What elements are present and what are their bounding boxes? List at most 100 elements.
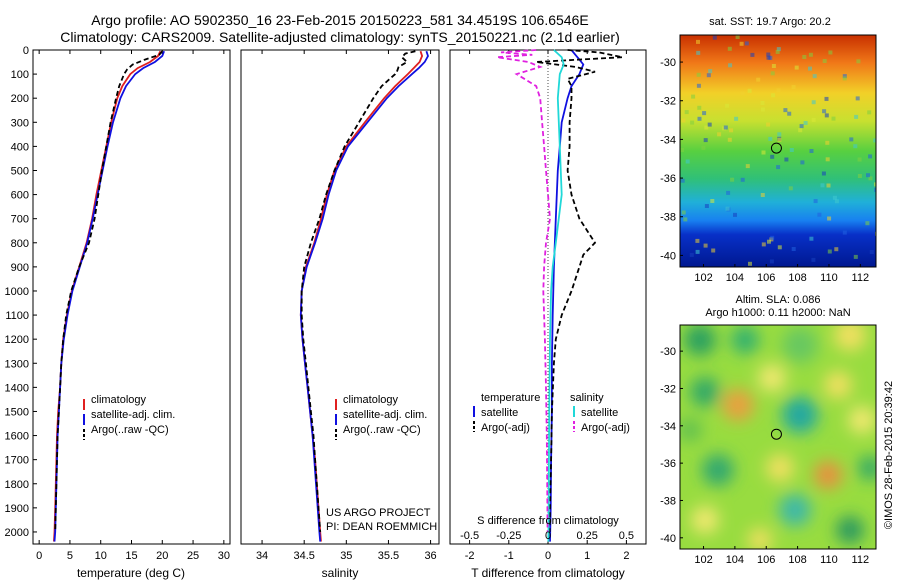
- sst-pixel: [708, 69, 713, 74]
- sst-pixel: [717, 132, 722, 137]
- temperature-axes-frame: [32, 49, 231, 545]
- sst-pixel: [817, 212, 822, 217]
- x-tick-label: 30: [218, 550, 230, 562]
- sst-pixel: [787, 111, 792, 116]
- t-difference-xlabel: T difference from climatology: [471, 566, 625, 580]
- legend-climatology-label: climatology: [91, 394, 147, 406]
- y-tick-label: 1200: [5, 334, 29, 346]
- sst-pixel: [733, 212, 737, 217]
- sst-pixel: [761, 150, 766, 155]
- sst-pixel: [681, 118, 686, 123]
- s-tick-label: -0.25: [496, 530, 521, 542]
- x-tick-label: 10: [95, 550, 107, 562]
- sst-pixel: [775, 49, 780, 54]
- sst-pixel: [760, 101, 765, 105]
- sst-pixel: [800, 160, 805, 165]
- sst-pixel: [825, 140, 830, 145]
- y-tick-label: 1800: [5, 479, 29, 491]
- sst-pixel: [825, 157, 830, 162]
- sla-map-panel: Altim. SLA: 0.086 Argo h1000: 0.11 h2000…: [660, 294, 877, 566]
- sst-pixel: [866, 173, 870, 178]
- y-tick-label: 1400: [5, 382, 29, 394]
- sst-pixel: [867, 110, 872, 115]
- lon-tick-label: 102: [694, 272, 712, 284]
- sst-pixel: [728, 63, 733, 68]
- difference-panel: -2 -1 0 1 2 temperature salinity satellite A…: [449, 49, 647, 580]
- sst-pixel: [767, 239, 771, 244]
- sst-pixel: [868, 176, 873, 181]
- sst-pixel: [821, 171, 826, 176]
- y-tick-label: 1500: [5, 406, 29, 418]
- y-tick-label: 200: [11, 93, 29, 105]
- sst-field: [680, 35, 876, 267]
- sst-map-title: sat. SST: 19.7 Argo: 20.2: [709, 16, 831, 28]
- sst-pixel: [857, 157, 862, 162]
- sst-pixel: [727, 137, 732, 142]
- sst-pixel: [826, 183, 831, 188]
- sla-anomaly: [824, 371, 852, 399]
- sst-pixel: [704, 125, 709, 130]
- lon-tick-label: 102: [694, 554, 712, 566]
- x-tick-label: 5: [67, 550, 73, 562]
- sst-pixel: [842, 76, 847, 81]
- temperature-legend: climatology satellite-adj. clim. Argo(..…: [83, 394, 175, 440]
- sst-pixel: [756, 77, 761, 82]
- lon-tick-label: 108: [788, 554, 806, 566]
- difference-legend: temperature salinity satellite Argo(-adj…: [473, 392, 630, 434]
- sst-pixel: [680, 148, 684, 152]
- sst-pixel: [865, 221, 870, 226]
- lat-tick-label: -34: [660, 421, 676, 433]
- sla-anomaly: [758, 364, 786, 392]
- legend-s-argo-label: Argo(-adj): [581, 422, 630, 434]
- legend-satellite-label: satellite-adj. clim.: [91, 409, 175, 421]
- sst-pixel: [799, 124, 804, 129]
- x-tick-label: 2: [623, 550, 629, 562]
- sla-anomaly: [690, 377, 720, 407]
- sla-anomaly: [722, 389, 754, 421]
- sst-pixel: [855, 96, 860, 101]
- sst-pixel: [745, 164, 750, 169]
- sst-pixel: [824, 113, 829, 118]
- sst-pixel: [695, 249, 700, 254]
- lat-tick-label: -32: [660, 383, 676, 395]
- salinity-legend: climatology satellite-adj. clim. Argo(..…: [335, 394, 427, 440]
- temperature-xlabel: temperature (deg C): [77, 566, 185, 580]
- sst-pixel: [748, 261, 752, 266]
- sst-pixel: [791, 247, 796, 251]
- temperature-panel: 0100200300400500600700800900100011001200…: [5, 45, 231, 580]
- s-tick-label: 0: [545, 530, 551, 542]
- x-tick-label: 34: [256, 550, 268, 562]
- legend-satellite-label: satellite-adj. clim.: [343, 409, 427, 421]
- y-tick-label: 900: [11, 262, 29, 274]
- sla-anomaly: [748, 528, 772, 549]
- sst-pixel: [689, 252, 694, 257]
- y-tick-label: 300: [11, 117, 29, 129]
- sla-anomaly: [834, 325, 866, 351]
- lon-tick-label: 110: [820, 554, 838, 566]
- sla-anomaly: [731, 326, 759, 354]
- sst-pixel: [856, 59, 861, 64]
- sst-pixel: [813, 199, 818, 204]
- x-tick-label: 15: [125, 550, 137, 562]
- sst-pixel: [760, 193, 765, 197]
- figure-title-line1: Argo profile: AO 5902350_16 23-Feb-2015 …: [91, 12, 589, 28]
- sla-anomaly: [702, 454, 734, 486]
- legend-argo-label: Argo(..raw -QC): [343, 424, 421, 436]
- legend-argo-label: Argo(..raw -QC): [91, 424, 169, 436]
- sst-pixel: [842, 230, 847, 235]
- sst-pixel: [824, 96, 829, 101]
- sst-pixel: [811, 117, 816, 122]
- lat-tick-label: -36: [660, 458, 676, 470]
- lat-tick-label: -32: [660, 96, 676, 108]
- sst-pixel: [831, 116, 836, 121]
- sst-pixel: [766, 55, 771, 60]
- sst-pixel: [809, 149, 814, 153]
- sst-pixel: [832, 195, 837, 200]
- sst-map-panel: sat. SST: 19.7 Argo: 20.2 102 104 106 108 11…: [660, 16, 877, 284]
- lat-tick-label: -38: [660, 495, 676, 507]
- argo-location-marker: [770, 428, 782, 440]
- sst-pixel: [704, 204, 709, 208]
- sla-anomaly: [814, 461, 842, 489]
- lon-tick-label: 106: [757, 272, 775, 284]
- sst-pixel: [725, 206, 730, 211]
